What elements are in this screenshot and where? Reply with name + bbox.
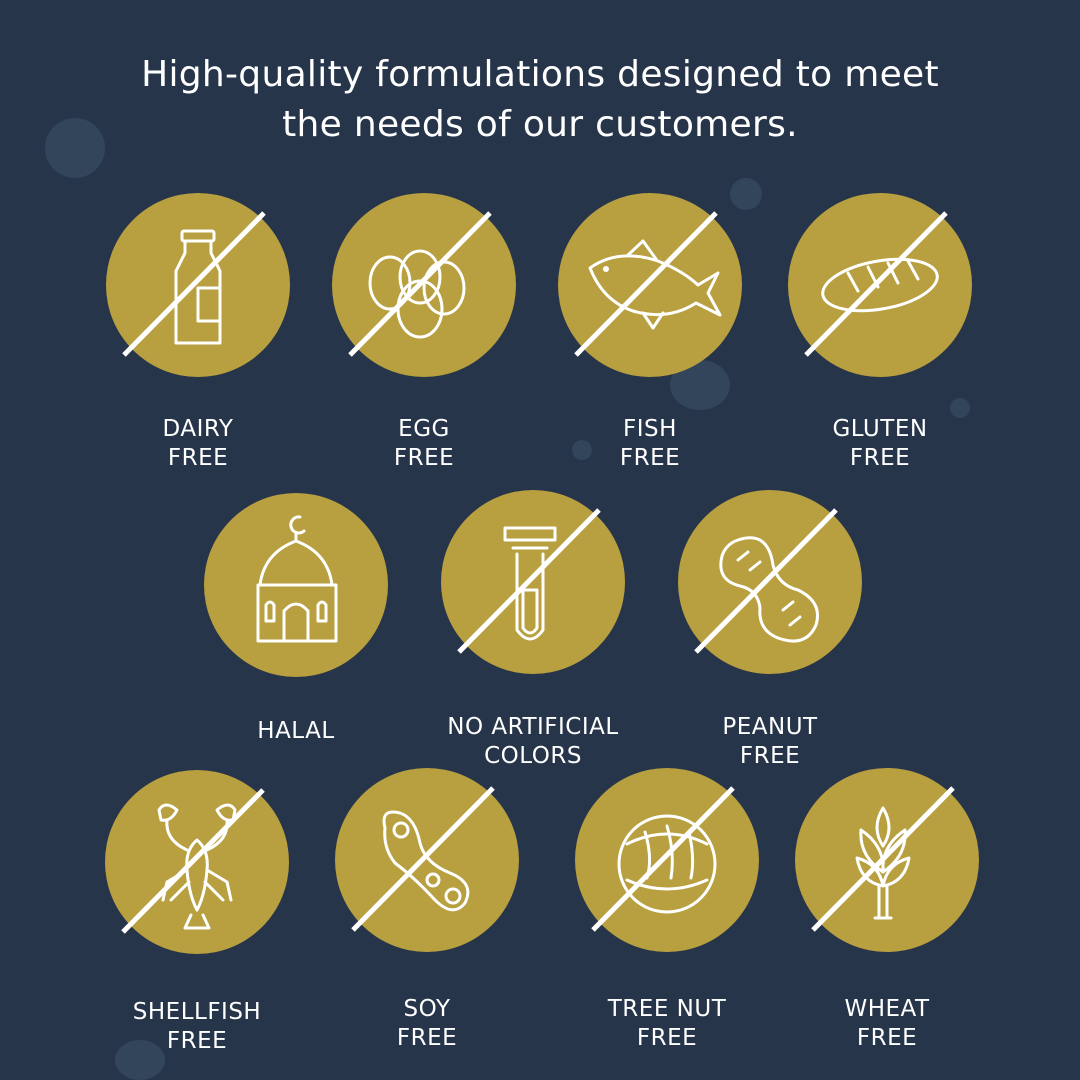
badge-label-line-2: FREE xyxy=(396,1025,458,1051)
badge-label-line-1: HALAL xyxy=(257,718,335,744)
decorative-blob xyxy=(45,118,105,178)
badge-label-line-1: PEANUT xyxy=(722,714,818,740)
slash-icon xyxy=(348,211,492,357)
badge-label: EGG FREE xyxy=(274,415,574,473)
fish-icon xyxy=(574,211,722,357)
slash-icon xyxy=(811,786,955,932)
badge-circle xyxy=(788,193,972,377)
badge-label: DAIRY FREE xyxy=(48,415,348,473)
badge-circle xyxy=(105,770,289,954)
badge-circle xyxy=(335,768,519,952)
badge-label-line-1: EGG xyxy=(398,416,450,442)
slash-icon xyxy=(351,786,495,932)
badge-label-line-1: WHEAT xyxy=(844,996,930,1022)
eggs-icon xyxy=(348,211,492,357)
badge-label: FISH FREE xyxy=(500,415,800,473)
badge-circle xyxy=(795,768,979,952)
mosque-icon xyxy=(256,515,338,643)
badge-label-line-1: SHELLFISH xyxy=(132,999,262,1025)
badge-label: TREE NUT FREE xyxy=(517,995,817,1053)
test-tube-icon xyxy=(457,508,601,654)
badge-circle xyxy=(678,490,862,674)
slash-icon xyxy=(122,211,266,357)
badge-circle xyxy=(441,490,625,674)
badge-label-line-2: FREE xyxy=(856,1025,918,1051)
badge-label: SHELLFISH FREE xyxy=(47,998,347,1056)
badge-label: GLUTEN FREE xyxy=(730,415,1030,473)
badge-label-line-1: FISH xyxy=(623,416,677,442)
badge-label-line-2: COLORS xyxy=(484,743,582,769)
slash-icon xyxy=(804,211,948,357)
badge-label-line-2: FREE xyxy=(393,445,455,471)
badge-label-line-2: FREE xyxy=(636,1025,698,1051)
milk-bottle-icon xyxy=(122,211,266,357)
slash-icon xyxy=(694,508,838,654)
wheat-icon xyxy=(811,786,955,932)
peanut-icon xyxy=(694,508,838,654)
badge-label: WHEAT FREE xyxy=(737,995,1037,1053)
badge-label-line-1: TREE NUT xyxy=(607,996,727,1022)
decorative-blob xyxy=(730,178,762,210)
headline: High-quality formulations designed to me… xyxy=(0,50,1080,150)
badge-circle xyxy=(575,768,759,952)
bread-icon xyxy=(804,211,948,357)
headline-line-2: the needs of our customers. xyxy=(282,104,798,145)
badge-circle xyxy=(106,193,290,377)
lobster-icon xyxy=(121,788,265,934)
badge-label-line-2: FREE xyxy=(739,743,801,769)
decorative-blob xyxy=(572,440,592,460)
headline-line-1: High-quality formulations designed to me… xyxy=(141,54,939,95)
badge-label: HALAL xyxy=(146,717,446,746)
soybean-icon xyxy=(351,786,495,932)
slash-icon xyxy=(457,508,601,654)
slash-icon xyxy=(121,788,265,934)
badge-label-line-2: FREE xyxy=(166,1028,228,1054)
hazelnut-icon xyxy=(591,786,735,932)
slash-icon xyxy=(574,211,718,357)
badge-label-line-2: FREE xyxy=(167,445,229,471)
badge-label-line-2: FREE xyxy=(619,445,681,471)
badge-label-line-1: GLUTEN xyxy=(832,416,928,442)
decorative-blob xyxy=(950,398,970,418)
decorative-blob xyxy=(115,1040,165,1080)
slash-icon xyxy=(591,786,735,932)
badge-label: SOY FREE xyxy=(277,995,577,1053)
badge-label-line-1: SOY xyxy=(403,996,451,1022)
badge-label: PEANUT FREE xyxy=(620,713,920,771)
badge-label-line-1: DAIRY xyxy=(162,416,234,442)
badge-label-line-1: NO ARTIFICIAL xyxy=(447,714,619,740)
badge-label-line-2: FREE xyxy=(849,445,911,471)
badge-label: NO ARTIFICIAL COLORS xyxy=(383,713,683,771)
